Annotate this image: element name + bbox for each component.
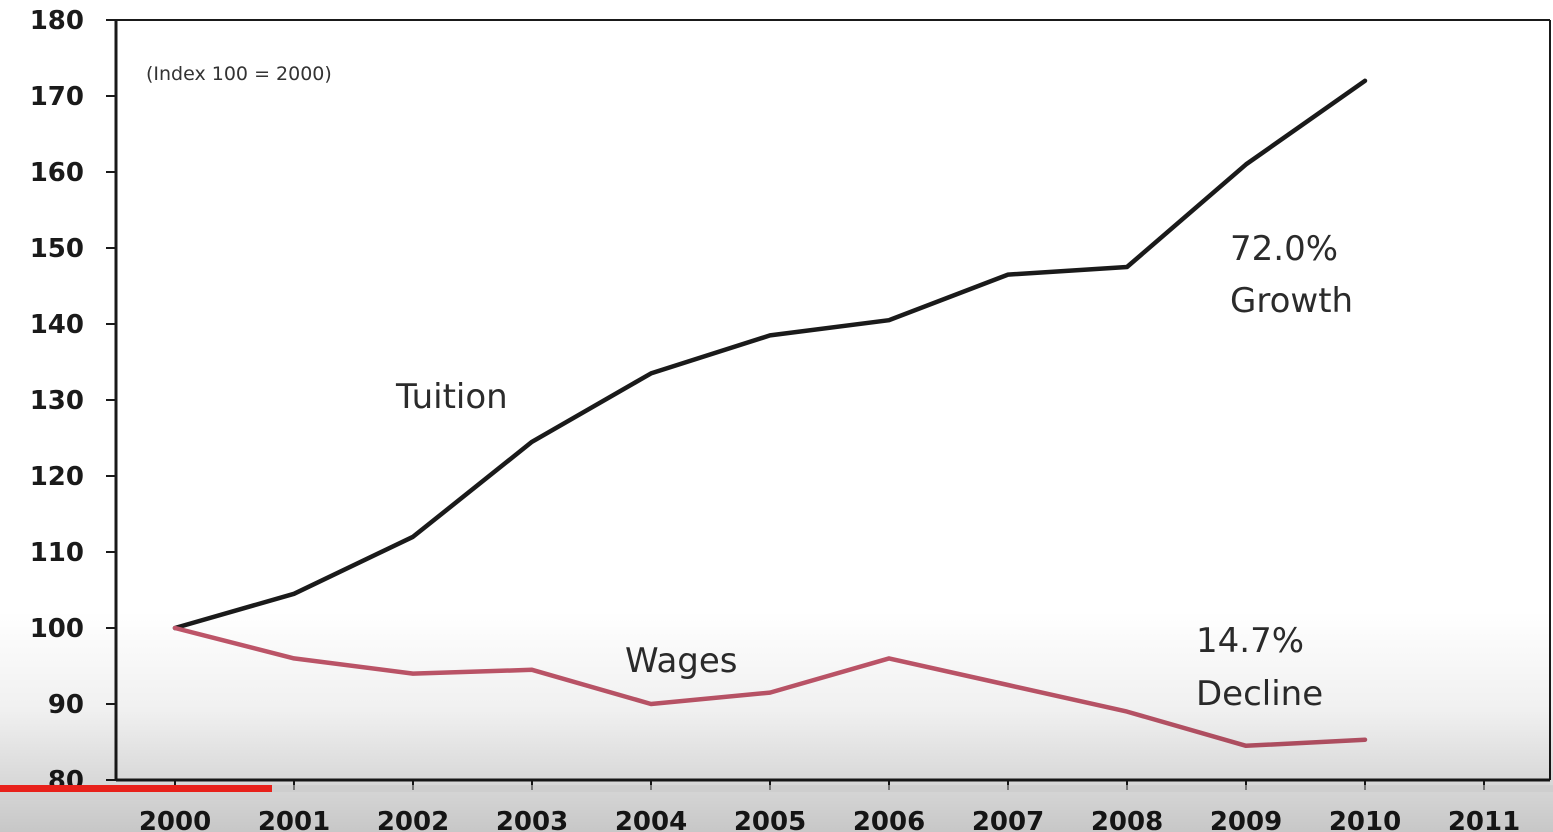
y-tick-label: 100 (30, 614, 84, 644)
y-tick-label: 120 (30, 462, 84, 492)
decline-annotation-value: 14.7% (1196, 621, 1304, 661)
y-tick-label: 170 (30, 82, 84, 112)
growth-annotation-value: 72.0% (1230, 229, 1338, 269)
x-tick-label: 2009 (1210, 807, 1282, 832)
decline-annotation-label: Decline (1196, 674, 1323, 714)
series-layer (172, 78, 1368, 749)
x-tick-label: 2002 (377, 807, 449, 832)
x-tick-label: 2001 (258, 807, 330, 832)
y-tick-label: 160 (30, 158, 84, 188)
x-tick-label: 2000 (139, 807, 211, 832)
video-progress-played (0, 785, 272, 792)
x-tick-label: 2004 (615, 807, 687, 832)
y-tick-label: 130 (30, 386, 84, 416)
y-tick-label: 90 (48, 690, 84, 720)
series-label-tuition: Tuition (395, 377, 508, 417)
series-label-wages: Wages (625, 641, 738, 681)
plot-area (114, 19, 1551, 782)
series-line-wages (172, 625, 1368, 749)
x-tick-label: 2007 (972, 807, 1044, 832)
y-tick-label: 140 (30, 310, 84, 340)
index-note: (Index 100 = 2000) (146, 63, 332, 85)
x-tick-label: 2011 (1448, 807, 1520, 832)
x-tick-label: 2008 (1091, 807, 1163, 832)
x-tick-label: 2010 (1329, 807, 1401, 832)
x-tick-label: 2005 (734, 807, 806, 832)
video-progress-bar[interactable] (0, 785, 1553, 792)
y-tick-label: 110 (30, 538, 84, 568)
x-tick-label: 2006 (853, 807, 925, 832)
y-tick-label: 180 (30, 6, 84, 36)
series-line-tuition (172, 78, 1368, 631)
x-tick-label: 2003 (496, 807, 568, 832)
growth-annotation-label: Growth (1230, 281, 1353, 321)
y-tick-label: 150 (30, 234, 84, 264)
